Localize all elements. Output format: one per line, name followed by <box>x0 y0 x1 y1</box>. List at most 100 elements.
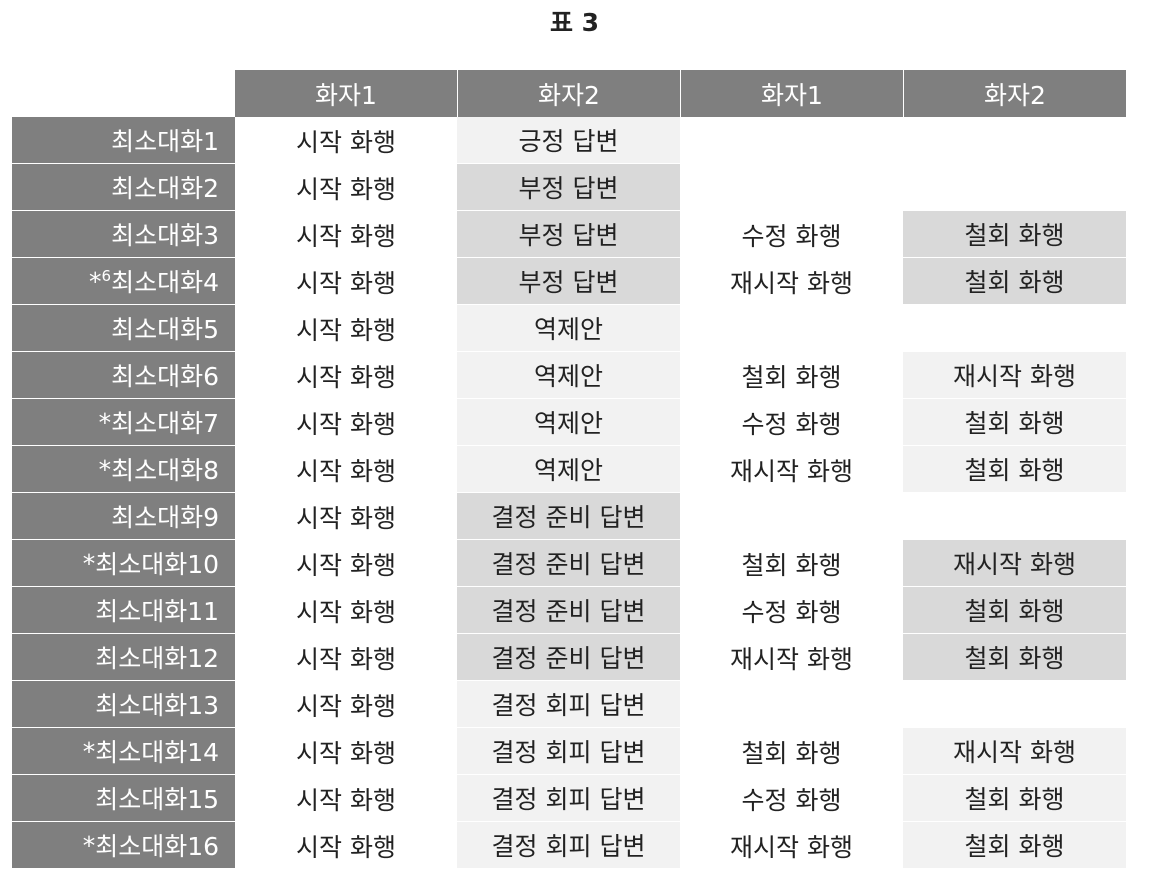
row-marker: * <box>82 736 96 766</box>
cell-speaker2-response: 결정 회피 답변 <box>457 775 680 822</box>
header-speaker2-b: 화자2 <box>903 70 1126 117</box>
cell-speaker1-initiating: 시작 화행 <box>235 540 457 587</box>
cell-speaker1-followup <box>680 164 903 211</box>
cell-speaker1-initiating: 시작 화행 <box>235 728 457 775</box>
cell-speaker2-followup: 철회 화행 <box>903 211 1126 258</box>
cell-speaker2-followup <box>903 493 1126 540</box>
cell-speaker1-initiating: 시작 화행 <box>235 446 457 493</box>
row-label-text: 최소대화5 <box>111 315 219 344</box>
row-label-text: 최소대화16 <box>95 832 219 861</box>
cell-speaker2-followup: 재시작 화행 <box>903 352 1126 399</box>
cell-speaker2-followup: 철회 화행 <box>903 822 1126 869</box>
cell-speaker1-followup <box>680 117 903 164</box>
row-marker: * <box>98 454 112 484</box>
row-label-text: 최소대화14 <box>95 738 219 767</box>
row-label-text: 최소대화4 <box>111 268 219 297</box>
row-label: 최소대화15 <box>12 775 235 822</box>
cell-speaker1-followup: 수정 화행 <box>680 211 903 258</box>
cell-speaker2-followup: 철회 화행 <box>903 446 1126 493</box>
cell-speaker1-followup: 수정 화행 <box>680 775 903 822</box>
row-label-text: 최소대화7 <box>111 409 219 438</box>
cell-speaker2-response: 결정 준비 답변 <box>457 634 680 681</box>
cell-speaker2-response: 역제안 <box>457 352 680 399</box>
cell-speaker1-initiating: 시작 화행 <box>235 117 457 164</box>
row-label-text: 최소대화12 <box>95 644 219 673</box>
row-marker: * <box>82 830 96 860</box>
cell-speaker2-response: 결정 준비 답변 <box>457 587 680 634</box>
cell-speaker1-initiating: 시작 화행 <box>235 258 457 305</box>
row-label-text: 최소대화1 <box>111 127 219 156</box>
row-label: 최소대화5 <box>12 305 235 352</box>
cell-speaker2-response: 부정 답변 <box>457 211 680 258</box>
cell-speaker1-initiating: 시작 화행 <box>235 775 457 822</box>
cell-speaker2-followup <box>903 681 1126 728</box>
row-marker: * <box>98 407 112 437</box>
row-label: 최소대화3 <box>12 211 235 258</box>
cell-speaker2-response: 부정 답변 <box>457 164 680 211</box>
cell-speaker1-initiating: 시작 화행 <box>235 164 457 211</box>
row-label: * 최소대화7 <box>12 399 235 446</box>
header-speaker1-a: 화자1 <box>235 70 457 117</box>
cell-speaker2-response: 긍정 답변 <box>457 117 680 164</box>
row-label-text: 최소대화11 <box>95 597 219 626</box>
cell-speaker1-followup: 재시작 화행 <box>680 634 903 681</box>
cell-speaker1-followup: 철회 화행 <box>680 352 903 399</box>
cell-speaker2-followup <box>903 305 1126 352</box>
row-label: * 최소대화16 <box>12 822 235 869</box>
row-label: 최소대화13 <box>12 681 235 728</box>
cell-speaker1-followup <box>680 493 903 540</box>
row-label: * 6 최소대화4 <box>12 258 235 305</box>
row-label-text: 최소대화10 <box>95 550 219 579</box>
cell-speaker2-followup: 철회 화행 <box>903 399 1126 446</box>
cell-speaker1-initiating: 시작 화행 <box>235 587 457 634</box>
row-marker: * <box>82 548 96 578</box>
cell-speaker2-followup: 철회 화행 <box>903 258 1126 305</box>
cell-speaker2-response: 부정 답변 <box>457 258 680 305</box>
cell-speaker1-initiating: 시작 화행 <box>235 822 457 869</box>
row-label: * 최소대화14 <box>12 728 235 775</box>
cell-speaker2-followup: 철회 화행 <box>903 775 1126 822</box>
row-label: * 최소대화10 <box>12 540 235 587</box>
table-corner <box>12 70 235 117</box>
cell-speaker1-followup: 재시작 화행 <box>680 822 903 869</box>
cell-speaker1-initiating: 시작 화행 <box>235 305 457 352</box>
cell-speaker1-initiating: 시작 화행 <box>235 493 457 540</box>
footnote-ref: 6 <box>101 266 112 285</box>
header-speaker1-b: 화자1 <box>680 70 903 117</box>
row-label-text: 최소대화15 <box>95 785 219 814</box>
row-label-text: 최소대화2 <box>111 174 219 203</box>
cell-speaker1-initiating: 시작 화행 <box>235 352 457 399</box>
cell-speaker1-followup <box>680 681 903 728</box>
cell-speaker2-response: 결정 준비 답변 <box>457 540 680 587</box>
cell-speaker2-response: 결정 회피 답변 <box>457 728 680 775</box>
row-label: 최소대화1 <box>12 117 235 164</box>
row-label-text: 최소대화8 <box>111 456 219 485</box>
cell-speaker2-followup <box>903 117 1126 164</box>
cell-speaker1-followup: 재시작 화행 <box>680 258 903 305</box>
row-marker: * <box>89 266 102 296</box>
cell-speaker1-followup: 철회 화행 <box>680 728 903 775</box>
cell-speaker2-response: 결정 회피 답변 <box>457 822 680 869</box>
cell-speaker2-followup <box>903 164 1126 211</box>
cell-speaker2-response: 결정 준비 답변 <box>457 493 680 540</box>
row-label-text: 최소대화3 <box>111 221 219 250</box>
cell-speaker1-initiating: 시작 화행 <box>235 211 457 258</box>
cell-speaker2-response: 결정 회피 답변 <box>457 681 680 728</box>
row-label: 최소대화11 <box>12 587 235 634</box>
row-label-text: 최소대화13 <box>95 691 219 720</box>
cell-speaker1-followup: 철회 화행 <box>680 540 903 587</box>
row-label: 최소대화9 <box>12 493 235 540</box>
cell-speaker2-response: 역제안 <box>457 446 680 493</box>
dialogue-table: 화자1 화자2 화자1 화자2 최소대화1 시작 화행 긍정 답변 최소대화2 시작 화… <box>12 70 1126 869</box>
cell-speaker1-initiating: 시작 화행 <box>235 399 457 446</box>
row-label: 최소대화2 <box>12 164 235 211</box>
row-label-text: 최소대화9 <box>111 503 219 532</box>
cell-speaker2-followup: 재시작 화행 <box>903 540 1126 587</box>
cell-speaker2-response: 역제안 <box>457 305 680 352</box>
cell-speaker1-followup: 수정 화행 <box>680 587 903 634</box>
cell-speaker1-initiating: 시작 화행 <box>235 681 457 728</box>
row-label: * 최소대화8 <box>12 446 235 493</box>
cell-speaker2-followup: 철회 화행 <box>903 634 1126 681</box>
row-label: 최소대화12 <box>12 634 235 681</box>
row-label-text: 최소대화6 <box>111 362 219 391</box>
